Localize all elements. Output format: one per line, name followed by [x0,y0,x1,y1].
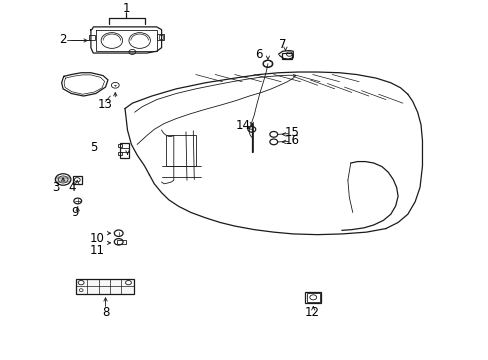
Bar [281,53,292,59]
Text: 10: 10 [90,232,104,245]
Bar [76,279,134,294]
Circle shape [55,174,71,185]
Bar [118,144,122,147]
Bar [73,176,81,184]
Text: 5: 5 [89,141,97,154]
Bar [120,143,129,158]
Bar [117,240,125,244]
Bar [165,135,195,166]
Text: 7: 7 [278,37,285,51]
Text: 2: 2 [59,33,66,46]
Bar [89,35,95,40]
Text: 9: 9 [71,206,79,219]
Bar [306,293,319,302]
Bar [118,152,122,155]
Text: 12: 12 [304,306,319,319]
Text: 4: 4 [68,181,76,194]
Text: 6: 6 [255,48,263,61]
Bar [157,34,163,40]
Bar [158,35,162,40]
Text: 3: 3 [52,181,60,194]
Text: 15: 15 [285,126,299,139]
Text: 8: 8 [102,306,109,319]
Text: 13: 13 [98,99,113,112]
Text: 14: 14 [236,119,250,132]
Bar [305,292,321,303]
Text: 11: 11 [90,244,104,257]
Text: 1: 1 [122,3,130,15]
Text: 16: 16 [284,134,299,147]
